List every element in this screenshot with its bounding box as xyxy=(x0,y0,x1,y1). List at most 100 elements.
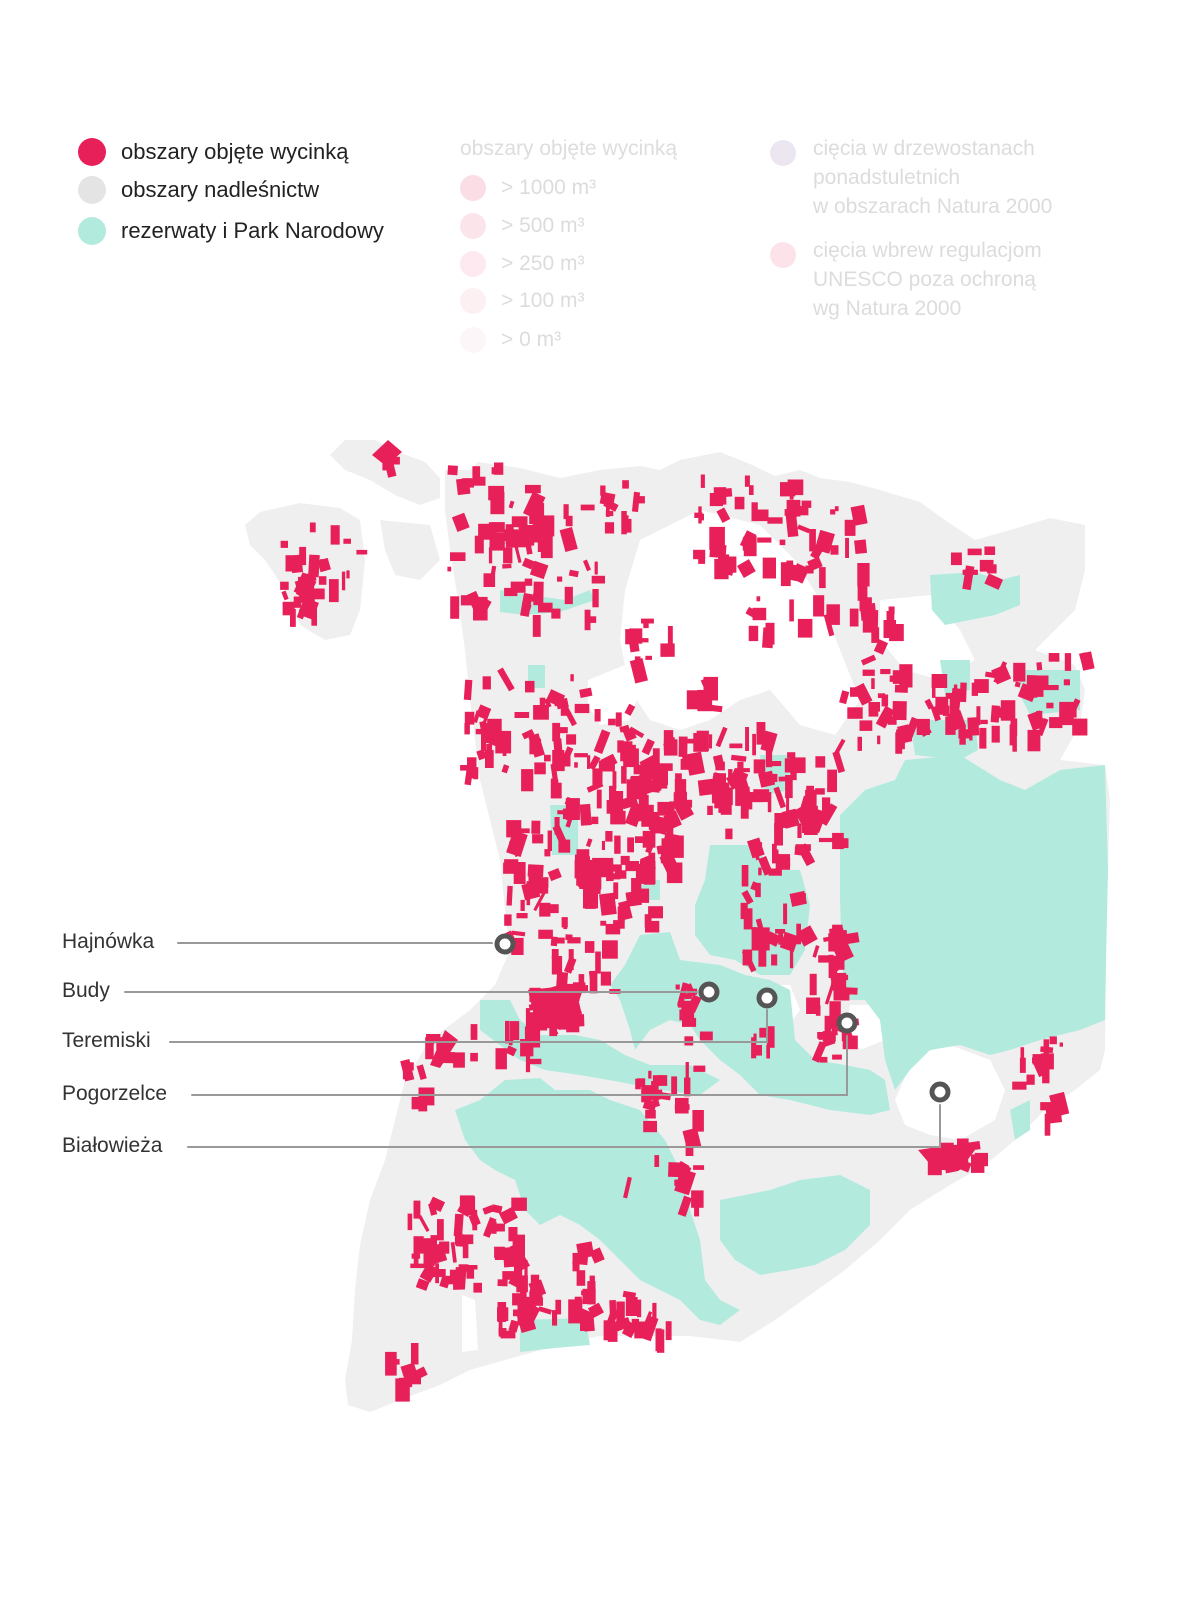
logging-patch xyxy=(503,862,518,874)
logging-patch xyxy=(451,512,470,532)
logging-patch xyxy=(703,676,718,701)
logging-patch xyxy=(488,485,505,501)
logging-patch xyxy=(1043,1039,1050,1054)
logging-patch xyxy=(718,488,733,498)
logging-patch xyxy=(778,776,786,782)
logging-patch xyxy=(979,559,994,572)
logging-patch xyxy=(307,577,315,584)
logging-patch xyxy=(524,578,533,586)
volume-swatch xyxy=(460,251,486,277)
logging-patch xyxy=(415,1238,432,1250)
logging-patch xyxy=(903,716,920,741)
logging-patch xyxy=(594,709,601,722)
logging-patch xyxy=(627,837,634,853)
logging-patch xyxy=(514,712,530,718)
logging-patch xyxy=(659,851,682,879)
logging-patch xyxy=(818,955,832,963)
logging-patch xyxy=(631,775,641,789)
logging-patch xyxy=(596,789,602,809)
logging-patch xyxy=(513,1309,521,1317)
logging-patch xyxy=(650,778,661,793)
logging-patch xyxy=(517,828,530,834)
logging-patch xyxy=(669,801,675,819)
logging-patch xyxy=(1028,685,1044,697)
logging-patch xyxy=(789,599,794,622)
logging-patch xyxy=(482,676,491,690)
logging-patch xyxy=(615,712,622,727)
logging-patch xyxy=(593,729,611,755)
legend-natura-line: w obszarach Natura 2000 xyxy=(813,195,1053,218)
logging-patch xyxy=(423,1247,430,1267)
logging-patch xyxy=(832,750,846,774)
logging-patch xyxy=(505,1020,510,1044)
natura-swatch xyxy=(770,242,796,268)
logging-patch xyxy=(643,623,649,629)
logging-patch xyxy=(748,625,759,642)
logging-patch xyxy=(529,1291,543,1304)
logging-patch xyxy=(468,1213,481,1227)
logging-patch xyxy=(478,523,491,540)
logging-patch xyxy=(595,951,601,974)
logging-patch xyxy=(580,1316,586,1331)
logging-patch xyxy=(613,882,619,900)
logging-patch xyxy=(755,918,767,942)
logging-patch xyxy=(529,1289,536,1310)
logging-patch xyxy=(428,1202,438,1216)
logging-patch xyxy=(654,1155,660,1167)
logging-patch xyxy=(625,861,640,872)
logging-patch xyxy=(786,560,794,580)
logging-patch xyxy=(847,707,863,719)
logging-patch xyxy=(1027,729,1041,752)
logging-patch xyxy=(699,1031,713,1041)
logging-patch xyxy=(552,1310,558,1326)
legend-volume-title: obszary objęte wycinką xyxy=(460,137,678,160)
logging-patch xyxy=(473,1282,482,1293)
logging-patch xyxy=(453,1213,464,1237)
logging-patch xyxy=(773,786,787,809)
logging-patch xyxy=(520,1296,533,1319)
logging-patch xyxy=(309,588,325,600)
logging-patch xyxy=(485,750,494,768)
logging-patch xyxy=(494,1246,505,1258)
logging-patch xyxy=(729,743,743,749)
logging-patch xyxy=(666,820,674,836)
logging-patch xyxy=(464,763,474,786)
logging-patch xyxy=(678,736,688,757)
logging-patch xyxy=(490,1204,503,1214)
logging-patch xyxy=(555,1299,562,1315)
logging-patch xyxy=(474,535,484,554)
logging-patch xyxy=(531,820,541,834)
logging-patch xyxy=(833,958,845,970)
logging-patch xyxy=(786,790,790,814)
logging-patch xyxy=(454,1270,463,1284)
logging-patch xyxy=(741,890,754,905)
legend-natura-line: wg Natura 2000 xyxy=(813,297,962,320)
logging-patch xyxy=(505,1045,517,1057)
logging-patch xyxy=(708,734,713,749)
logging-patch xyxy=(765,931,781,947)
logging-patch xyxy=(827,769,837,793)
logging-patch xyxy=(415,1278,430,1291)
logging-patch xyxy=(544,698,552,708)
logging-patch xyxy=(584,866,588,879)
logging-patch xyxy=(510,581,526,593)
logging-patch xyxy=(657,801,670,816)
logging-patch xyxy=(785,775,793,799)
logging-patch xyxy=(971,1154,985,1173)
logging-patch xyxy=(751,1045,762,1056)
logging-patch xyxy=(980,719,988,725)
logging-patch xyxy=(744,475,750,487)
logging-patch xyxy=(736,781,743,800)
logging-patch xyxy=(875,705,895,729)
logging-patch xyxy=(889,624,904,642)
logging-patch xyxy=(692,1110,704,1132)
forest-districts-swatch xyxy=(78,176,106,204)
logging-patch xyxy=(820,803,838,826)
legend-volume-item: > 250 m³ xyxy=(460,251,584,277)
logging-patch xyxy=(796,923,801,945)
logging-patch xyxy=(425,1037,434,1060)
logging-patch xyxy=(859,720,873,731)
logging-patch xyxy=(854,539,868,555)
logging-patch xyxy=(790,757,806,774)
logging-patch xyxy=(552,937,565,944)
